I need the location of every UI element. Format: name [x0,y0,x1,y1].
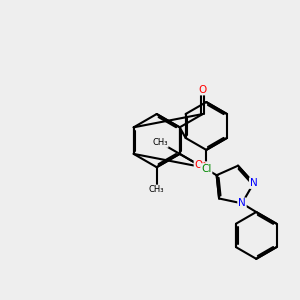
Text: O: O [194,160,203,170]
Text: N: N [250,178,257,188]
Text: O: O [199,162,207,172]
Text: CH₃: CH₃ [149,185,164,194]
Text: Cl: Cl [201,164,211,174]
Text: CH₃: CH₃ [152,138,168,147]
Text: O: O [199,85,207,94]
Text: N: N [238,198,246,208]
